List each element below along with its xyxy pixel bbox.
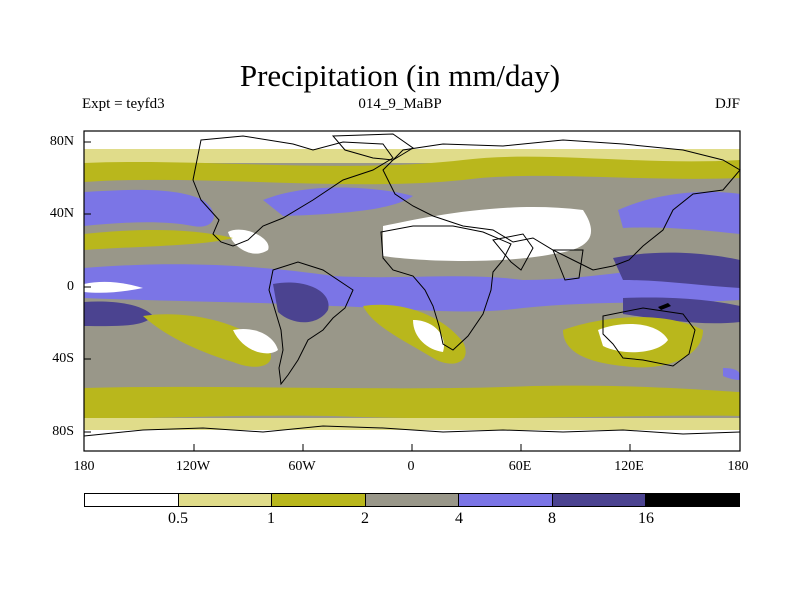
lat-label-40s: 40S (52, 351, 74, 366)
legend-level-label: 2 (361, 510, 369, 527)
legend-swatch (552, 494, 647, 506)
lon-label-60e: 60E (508, 459, 532, 474)
lon-label-180e: 180 (727, 459, 749, 474)
legend-level-label: 1 (267, 510, 275, 527)
legend-swatch (646, 494, 740, 506)
axis-ticks (84, 141, 631, 451)
legend-swatch (365, 494, 460, 506)
lon-label-0: 0 (407, 459, 415, 474)
lat-label-0: 0 (67, 279, 74, 294)
coastlines (83, 133, 741, 437)
lat-label-40n: 40N (49, 206, 74, 221)
legend-level-label: 16 (638, 510, 654, 527)
legend-level-label: 0.5 (168, 510, 188, 527)
plot-title: Precipitation (in mm/day) (239, 58, 561, 93)
legend-level-label: 8 (548, 510, 556, 527)
lon-label-180w: 180 (73, 459, 95, 474)
legend-swatch (272, 494, 366, 506)
run-label: 014_9_MaBP (358, 96, 442, 112)
lon-label-120e: 120E (614, 459, 644, 474)
lon-label-120w: 120W (175, 459, 211, 474)
lon-label-60w: 60W (288, 459, 316, 474)
lat-label-80n: 80N (49, 134, 74, 149)
color-legend-bar (84, 493, 740, 507)
legend-swatch (178, 494, 273, 506)
precipitation-map (83, 130, 741, 452)
legend-swatch (459, 494, 553, 506)
season-label: DJF (714, 96, 740, 112)
legend-level-label: 4 (455, 510, 463, 527)
experiment-label: Expt = teyfd3 (82, 96, 165, 112)
legend-swatch (85, 494, 179, 506)
lat-label-80s: 80S (52, 424, 74, 439)
